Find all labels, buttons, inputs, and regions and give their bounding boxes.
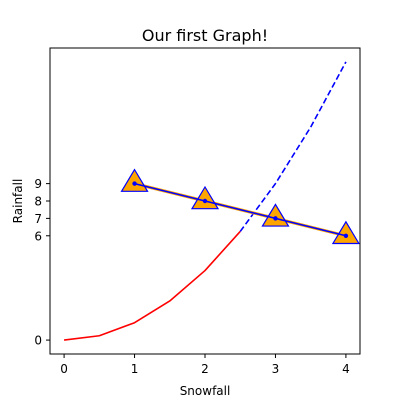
triangle-marker [331, 220, 360, 245]
dot-marker [343, 233, 349, 238]
x-axis: 0 1 2 3 4 [60, 354, 350, 376]
y-tick-label: 0 [34, 334, 42, 348]
x-tick-label: 4 [342, 362, 350, 376]
y-axis: 0 6 7 8 9 [34, 177, 50, 348]
dot-marker [273, 216, 278, 221]
series-1-line [239, 61, 347, 232]
series-3-line [134, 182, 347, 237]
x-tick-label: 2 [201, 362, 209, 376]
x-tick-label: 3 [272, 362, 280, 376]
y-tick-label: 7 [34, 212, 42, 226]
y-tick-label: 6 [34, 229, 42, 243]
y-axis-label: Rainfall [11, 179, 25, 224]
x-tick-label: 1 [131, 362, 139, 376]
y-tick-label: 9 [34, 177, 42, 191]
x-tick-label: 0 [60, 362, 68, 376]
x-axis-label: Snowfall [180, 384, 231, 398]
dot-marker [202, 198, 208, 204]
chart-title: Our first Graph! [142, 26, 268, 45]
series-0-line [63, 230, 241, 341]
y-tick-label: 8 [34, 195, 42, 209]
series-layer [63, 61, 360, 341]
dot-marker [132, 181, 137, 186]
